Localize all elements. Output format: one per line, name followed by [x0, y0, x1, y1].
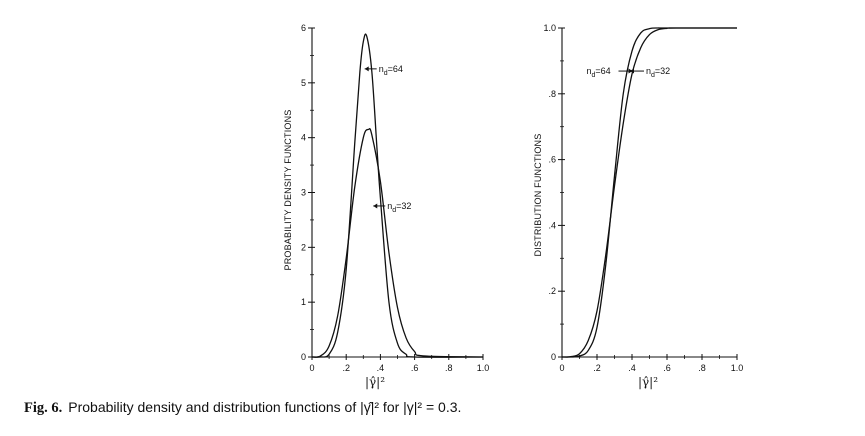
- distribution-x-tick-label: 0: [559, 363, 564, 373]
- series-line-n-d-64: [311, 33, 484, 358]
- density-y-tick-label: 5: [301, 78, 306, 88]
- distribution-x-tick-label: .8: [698, 363, 706, 373]
- density-x-tick-label: 1.0: [477, 363, 490, 373]
- density-y-axis-title: PROBABILITY DENSITY FUNCTIONS: [283, 110, 293, 271]
- density-y-tick-label: 6: [301, 23, 306, 33]
- series-line-n-d-32: [561, 27, 738, 358]
- distribution-x-tick-label: .4: [628, 363, 636, 373]
- distribution-x-tick-label: .6: [663, 363, 671, 373]
- density-y-tick-label: 3: [301, 188, 306, 198]
- density-x-tick-label: 0: [309, 363, 314, 373]
- distribution-x-tick-label: .2: [593, 363, 601, 373]
- distribution-chart: DISTRIBUTION FUNCTIONS |γ̂|² 0 .2 .4 .6 .8 1.…: [533, 23, 743, 389]
- density-annotation: nd=64: [379, 64, 403, 77]
- density-annotation-arrowhead: [364, 66, 369, 72]
- density-x-tick-label: .8: [445, 363, 453, 373]
- density-x-tick-label: .6: [411, 363, 419, 373]
- density-y-tick-label: 4: [301, 133, 306, 143]
- density-x-axis-title: |γ̂|²: [365, 375, 385, 389]
- density-annotation: nd=32: [387, 201, 411, 214]
- caption-text: Probability density and distribution fun…: [68, 399, 462, 415]
- distribution-y-tick-label: .8: [548, 89, 556, 99]
- density-y-tick-label: 1: [301, 297, 306, 307]
- density-y-tick-label: 2: [301, 242, 306, 252]
- distribution-y-tick-label: .2: [548, 286, 556, 296]
- distribution-annotation: nd=32: [646, 66, 670, 79]
- distribution-y-tick-label: .6: [548, 155, 556, 165]
- distribution-y-tick-label: 0: [551, 352, 556, 362]
- caption-label: Fig. 6.: [24, 400, 63, 416]
- density-x-tick-label: .4: [377, 363, 385, 373]
- distribution-y-axis-title: DISTRIBUTION FUNCTIONS: [533, 134, 543, 257]
- distribution-annotation-arrowhead: [630, 68, 634, 74]
- density-annotation-arrowhead: [373, 203, 378, 209]
- density-y-tick-label: 0: [301, 352, 306, 362]
- distribution-annotation: nd=64: [587, 66, 611, 79]
- density-chart: PROBABILITY DENSITY FUNCTIONS |γ̂|² 0 .2.…: [283, 23, 489, 389]
- density-x-tick-label: .2: [342, 363, 350, 373]
- distribution-y-tick-label: 1.0: [543, 23, 556, 33]
- distribution-y-tick-label: .4: [548, 220, 556, 230]
- series-line-n-d-64: [561, 27, 737, 358]
- figure-caption: Fig. 6. Probability density and distribut…: [24, 399, 461, 417]
- distribution-x-tick-label: 1.0: [731, 363, 744, 373]
- distribution-x-axis-title: |γ̂|²: [638, 375, 658, 389]
- series-line-n-d-32: [311, 128, 484, 358]
